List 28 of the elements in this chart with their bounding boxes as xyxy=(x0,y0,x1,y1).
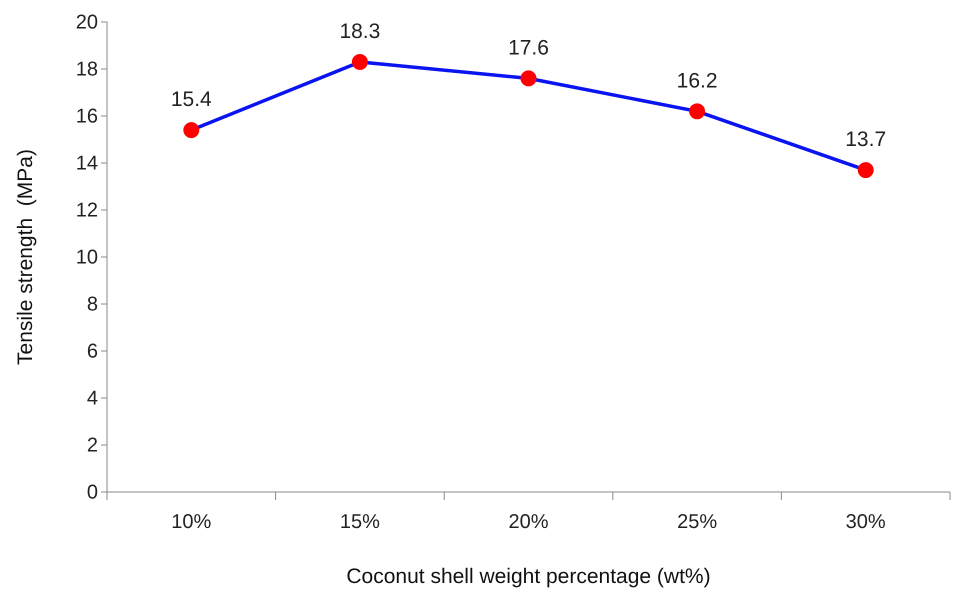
y-tick-label: 0 xyxy=(86,481,98,504)
y-tick-label: 16 xyxy=(76,105,98,128)
data-label: 15.4 xyxy=(170,88,212,112)
x-axis-title: Coconut shell weight percentage (wt%) xyxy=(346,565,711,588)
x-tick-label: 10% xyxy=(171,511,212,534)
point xyxy=(183,122,200,138)
y-tick-label: 14 xyxy=(76,152,98,174)
data-label: 13.7 xyxy=(845,128,886,152)
point xyxy=(689,103,706,120)
y-tick-label: 18 xyxy=(76,58,98,80)
y-tick-label: 8 xyxy=(86,293,98,316)
x-tick-label: 25% xyxy=(677,511,718,534)
y-tick-label: 4 xyxy=(86,387,98,410)
point xyxy=(858,162,874,178)
y-tick-label: 6 xyxy=(86,340,98,362)
point xyxy=(520,70,536,86)
y-tick-label: 2 xyxy=(86,434,98,456)
x-tick-label: 15% xyxy=(340,511,380,534)
y-axis-title: Tensile strength (MPa) xyxy=(14,149,37,365)
data-label: 17.6 xyxy=(508,36,549,60)
x-tick-label: 20% xyxy=(508,511,549,534)
x-tick-label: 30% xyxy=(846,511,886,534)
point xyxy=(352,54,368,70)
data-label: 18.3 xyxy=(339,20,380,43)
y-tick-label: 12 xyxy=(76,199,98,222)
y-tick-label: 10 xyxy=(76,246,98,268)
y-tick-label: 20 xyxy=(76,11,98,34)
data-label: 16.2 xyxy=(676,69,718,92)
